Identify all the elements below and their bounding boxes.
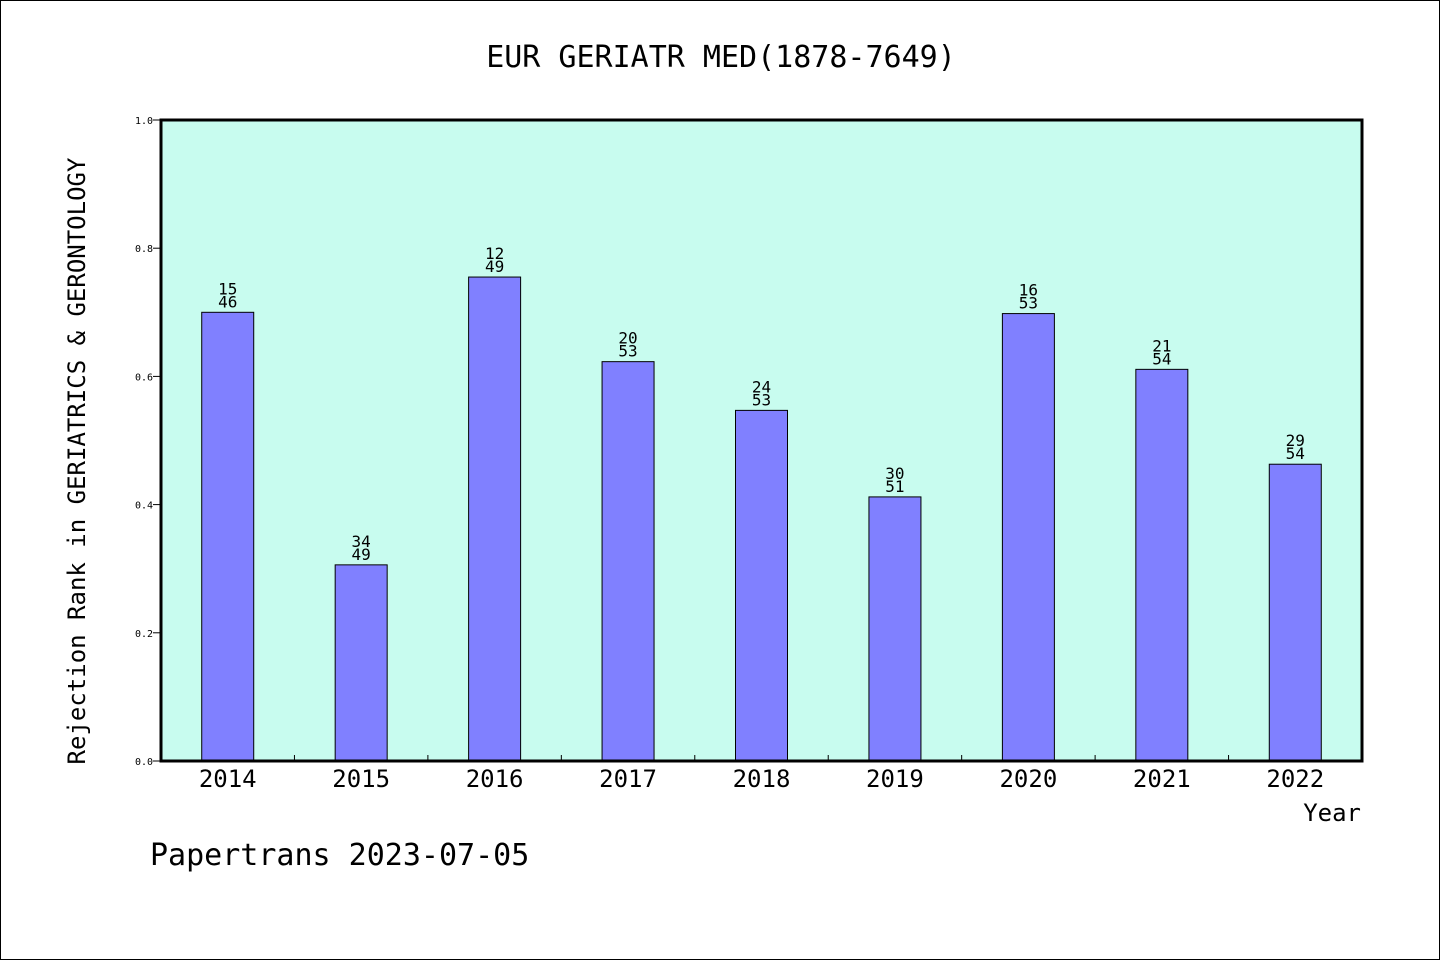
bar-2015 — [334, 564, 388, 762]
footer-credit: Papertrans 2023-07-05 — [150, 838, 529, 873]
data-label-top: 15 — [218, 279, 237, 298]
bar-2014 — [201, 311, 255, 762]
data-label-bottom: 51 — [885, 477, 904, 496]
bar-2017 — [601, 361, 655, 762]
data-label-top: 24 — [752, 377, 771, 396]
x-axis-label: Year — [1303, 799, 1361, 827]
x-tick-label: 2016 — [466, 765, 524, 793]
data-label-bottom: 53 — [1019, 294, 1038, 313]
data-label-top: 29 — [1286, 431, 1305, 450]
data-label-top: 21 — [1152, 336, 1171, 355]
bar-2022 — [1268, 463, 1322, 762]
y-tick-label: 0.4 — [135, 501, 153, 512]
x-tick-label: 2018 — [733, 765, 791, 793]
data-label-top: 16 — [1019, 281, 1038, 300]
y-tick-label: 0.8 — [135, 244, 153, 255]
x-tick-label: 2021 — [1133, 765, 1191, 793]
x-tick-label: 2022 — [1266, 765, 1324, 793]
x-tick-label: 2020 — [999, 765, 1057, 793]
x-tick-label: 2017 — [599, 765, 657, 793]
plot-border — [159, 118, 1364, 763]
y-tick-label: 0.6 — [135, 372, 153, 383]
data-label-bottom: 46 — [218, 292, 237, 311]
bar-2021 — [1135, 368, 1189, 762]
data-label-bottom: 49 — [485, 257, 504, 276]
y-tick-label: 0.2 — [135, 629, 153, 640]
x-tick-label: 2014 — [199, 765, 257, 793]
x-tick-label: 2015 — [332, 765, 390, 793]
bar-2020 — [1001, 313, 1055, 762]
x-axis: 2014 2015 2016 2017 2018 2019 2020 2021 2022 — [199, 755, 1324, 793]
bar-2018 — [735, 409, 788, 762]
bar-2016 — [468, 276, 522, 762]
y-tick-label: 1.0 — [135, 116, 153, 127]
chart-title: EUR GERIATR MED(1878-7649) — [486, 40, 956, 75]
data-label-bottom: 54 — [1152, 349, 1171, 368]
data-label-bottom: 53 — [752, 390, 771, 409]
bar-2019 — [868, 496, 922, 762]
x-tick-label: 2019 — [866, 765, 924, 793]
data-label-top: 12 — [485, 244, 504, 263]
data-label-top: 30 — [885, 464, 904, 483]
data-label-bottom: 54 — [1286, 444, 1305, 463]
y-tick-label: 0.0 — [135, 757, 153, 768]
y-axis: 0.0 0.2 0.4 0.6 0.8 1.0 — [135, 116, 161, 768]
data-label-top: 20 — [618, 329, 637, 348]
data-label-bottom: 53 — [618, 342, 637, 361]
data-label-top: 34 — [352, 532, 371, 551]
y-axis-label: Rejection Rank in GERIATRICS & GERONTOLO… — [63, 157, 91, 764]
data-label-bottom: 49 — [352, 545, 371, 564]
